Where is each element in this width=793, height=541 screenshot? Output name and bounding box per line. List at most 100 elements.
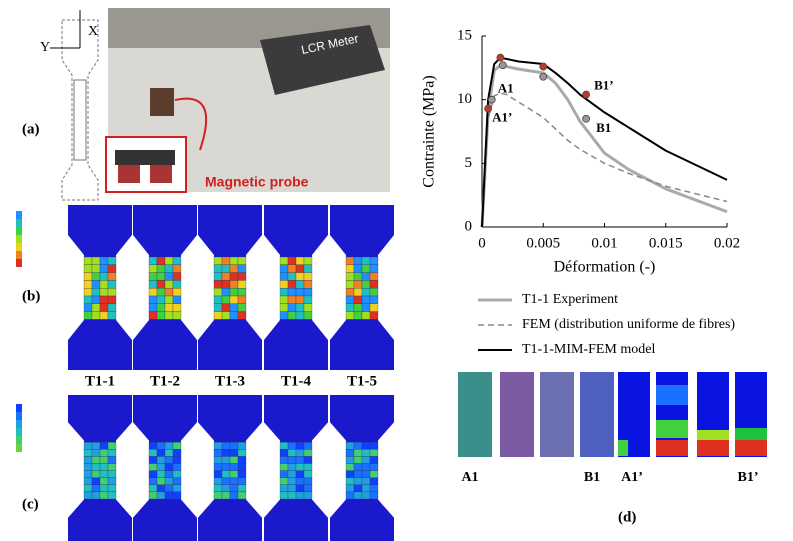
specimen-cell <box>172 456 182 464</box>
x-tick-label: 0.02 <box>714 235 740 251</box>
specimen-cell <box>237 264 247 273</box>
specimen-label: T1-1 <box>85 373 115 389</box>
specimen-cell <box>295 477 305 485</box>
specimen-cell <box>279 280 289 289</box>
marker <box>484 104 493 113</box>
specimen-cell <box>221 456 231 464</box>
specimen-cell <box>221 477 231 485</box>
specimen-cell <box>148 272 158 281</box>
specimen-cell <box>164 272 174 281</box>
specimen-cell <box>83 288 93 297</box>
specimen-cell <box>156 295 166 304</box>
specimen-cell <box>164 280 174 289</box>
panel-label: (d) <box>618 509 636 525</box>
specimen-cell <box>353 303 363 312</box>
specimen-cell <box>91 449 101 457</box>
micro-image <box>540 372 574 457</box>
specimen-cell <box>353 272 363 281</box>
specimen-cell <box>172 303 182 312</box>
specimen-cell <box>295 295 305 304</box>
specimen-cell <box>156 456 166 464</box>
specimen-cell <box>287 456 297 464</box>
specimen-cell <box>156 303 166 312</box>
specimen-cell <box>237 311 247 320</box>
specimen-cell <box>345 272 355 281</box>
specimen-cell <box>287 470 297 478</box>
specimen-cell <box>345 264 355 273</box>
panel-label: (b) <box>22 288 40 304</box>
sim-band <box>656 440 688 456</box>
series-line <box>480 63 728 228</box>
specimen-cell <box>164 311 174 320</box>
specimen-cell <box>164 470 174 478</box>
specimen-cell <box>99 272 109 281</box>
specimen-cell <box>221 311 231 320</box>
marker-label: B1 <box>596 120 611 135</box>
specimen-cell <box>345 477 355 485</box>
specimen-cell <box>156 280 166 289</box>
probe-inset <box>118 165 140 183</box>
specimen-cell <box>345 442 355 450</box>
colorbar <box>16 251 22 259</box>
probe-label: Magnetic probe <box>205 174 309 190</box>
specimen-cell <box>221 272 231 281</box>
specimen-cell <box>237 280 247 289</box>
specimen-cell <box>287 303 297 312</box>
specimen-cell <box>237 256 247 265</box>
specimen-cell <box>221 288 231 297</box>
specimen-cell <box>353 311 363 320</box>
specimen-cell <box>83 491 93 500</box>
colorbar <box>16 436 22 444</box>
specimen-cell <box>229 303 239 312</box>
specimen-cell <box>229 311 239 320</box>
sim-band <box>656 385 688 405</box>
specimen-cell <box>172 264 182 273</box>
specimen-cell <box>229 256 239 265</box>
specimen-cell <box>172 280 182 289</box>
specimen-cell <box>83 272 93 281</box>
specimen-cell <box>369 264 379 273</box>
panel-label: (a) <box>22 121 40 137</box>
specimen-cell <box>213 491 223 500</box>
specimen-cell <box>279 470 289 478</box>
specimen-cell <box>303 264 313 273</box>
specimen-cell <box>303 442 313 450</box>
specimen-cell <box>107 463 117 471</box>
specimen-cell <box>91 295 101 304</box>
specimen-cell <box>83 484 93 493</box>
specimen-cell <box>172 295 182 304</box>
legend-label: T1-1 Experiment <box>522 292 618 307</box>
specimen-cell <box>279 303 289 312</box>
specimen-cell <box>237 491 247 500</box>
specimen-cell <box>91 256 101 265</box>
specimen-label: T1-4 <box>281 373 312 389</box>
specimen-cell <box>213 272 223 281</box>
colorbar <box>16 243 22 251</box>
colorbar <box>16 412 22 420</box>
colorbar <box>16 211 22 219</box>
specimen-cell <box>229 288 239 297</box>
specimen-cell <box>237 477 247 485</box>
specimen-cell <box>295 491 305 500</box>
specimen-cell <box>279 477 289 485</box>
specimen-cell <box>345 303 355 312</box>
specimen-cell <box>99 280 109 289</box>
x-tick-label: 0 <box>478 235 486 251</box>
specimen-cell <box>107 442 117 450</box>
specimen-cell <box>213 264 223 273</box>
y-tick-label: 5 <box>465 155 473 171</box>
specimen-cell <box>91 470 101 478</box>
specimen-cell <box>156 449 166 457</box>
specimen-cell <box>156 470 166 478</box>
specimen-cell <box>295 256 305 265</box>
specimen-cell <box>303 256 313 265</box>
marker <box>539 72 548 81</box>
specimen-cell <box>369 256 379 265</box>
specimen-cell <box>287 449 297 457</box>
sim-band <box>618 440 628 456</box>
specimen-cell <box>83 477 93 485</box>
specimen-cell <box>156 311 166 320</box>
specimen-cell <box>361 256 371 265</box>
specimen-cell <box>369 442 379 450</box>
specimen-cell <box>164 456 174 464</box>
